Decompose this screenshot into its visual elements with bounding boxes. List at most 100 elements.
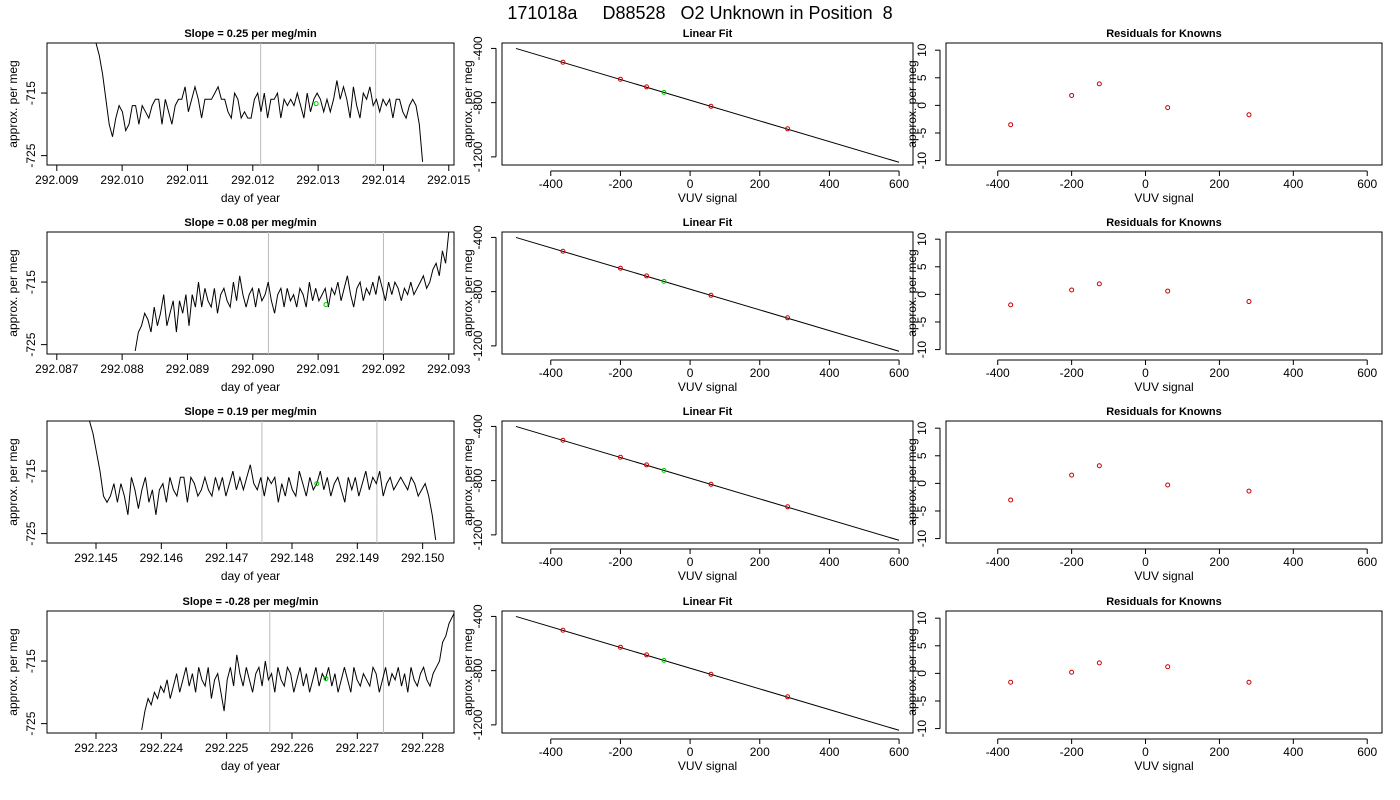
plot-frame	[501, 420, 914, 544]
y-tick-label: -715	[24, 81, 38, 105]
x-tick-label: 292.228	[401, 741, 445, 755]
x-tick-label: 292.225	[205, 741, 249, 755]
known-point	[617, 265, 623, 271]
unknown-point	[661, 657, 667, 663]
y-tick-label: 10	[915, 611, 929, 625]
plot-frame	[945, 42, 1383, 166]
y-tick-label: -10	[915, 152, 929, 170]
x-tick-label: 292.009	[35, 173, 79, 187]
y-tick-label: 0	[915, 291, 929, 298]
x-tick-label: 600	[889, 555, 909, 569]
x-tick-label: 292.090	[231, 362, 275, 376]
unknown-marker	[314, 481, 320, 487]
fit-line	[515, 615, 900, 731]
plot-area	[95, 43, 424, 165]
fit-line	[515, 47, 900, 163]
x-tick-label: 292.227	[336, 741, 380, 755]
y-axis-label: approx. per meg	[905, 628, 919, 715]
panel-title: Linear Fit	[683, 406, 733, 418]
x-tick-label: 600	[1357, 555, 1377, 569]
x-tick-label: -400	[539, 177, 563, 191]
known-point	[560, 437, 566, 443]
x-tick-label: 0	[687, 177, 694, 191]
x-tick-label: 292.148	[270, 551, 314, 565]
x-tick-label: -200	[1060, 745, 1084, 759]
x-tick-label: 292.145	[74, 551, 118, 565]
y-tick-label: -800	[471, 279, 485, 303]
x-tick-label: 292.092	[362, 362, 406, 376]
plot-area	[1008, 81, 1252, 128]
x-axis-label: day of year	[221, 569, 280, 583]
plot-area	[515, 425, 900, 541]
plot-frame	[945, 610, 1383, 734]
y-tick-label: -400	[471, 604, 485, 628]
x-axis-label: VUV signal	[1134, 380, 1193, 394]
panel-title: Residuals for Knowns	[1106, 217, 1222, 229]
y-tick-label: -1200	[471, 330, 485, 361]
y-tick-label: -10	[915, 341, 929, 359]
y-axis-label: approx. per meg	[6, 249, 20, 336]
y-tick-label: 5	[915, 452, 929, 459]
x-tick-label: 600	[1357, 366, 1377, 380]
x-tick-label: 0	[687, 555, 694, 569]
x-tick-label: 292.089	[166, 362, 210, 376]
panel-title: Linear Fit	[683, 596, 733, 608]
y-tick-label: -800	[471, 90, 485, 114]
x-tick-label: 200	[750, 177, 770, 191]
residual-point	[1165, 482, 1171, 488]
trace-line	[89, 421, 437, 540]
y-tick-label: 10	[915, 43, 929, 57]
residual-point	[1096, 660, 1102, 666]
fit-line	[515, 425, 900, 541]
residual-point	[1069, 472, 1075, 478]
x-tick-label: -400	[539, 745, 563, 759]
x-tick-label: 400	[819, 555, 839, 569]
x-axis-label: VUV signal	[1134, 569, 1193, 583]
plot-area	[515, 236, 900, 352]
known-point	[617, 454, 623, 460]
x-tick-label: 292.087	[35, 362, 79, 376]
x-tick-label: 400	[819, 745, 839, 759]
residual-point	[1096, 81, 1102, 87]
y-tick-label: 5	[915, 642, 929, 649]
plot-area	[515, 615, 900, 731]
y-axis-label: approx. per meg	[6, 60, 20, 147]
known-point	[644, 273, 650, 279]
x-axis-label: day of year	[221, 191, 280, 205]
y-axis-label: approx. per meg	[461, 249, 475, 336]
plot-area	[515, 47, 900, 163]
x-tick-label: -200	[1060, 366, 1084, 380]
panel-title: Slope = -0.28 per meg/min	[182, 596, 318, 608]
x-axis-label: VUV signal	[678, 191, 737, 205]
x-tick-label: 600	[1357, 745, 1377, 759]
plot-frame	[46, 610, 455, 734]
x-tick-label: 600	[889, 177, 909, 191]
x-tick-label: 200	[1209, 745, 1229, 759]
plot-frame	[501, 610, 914, 734]
x-tick-label: -400	[986, 745, 1010, 759]
x-tick-label: 400	[819, 177, 839, 191]
x-tick-label: 400	[1283, 745, 1303, 759]
x-tick-label: 600	[1357, 177, 1377, 191]
y-tick-label: -5	[915, 127, 929, 138]
unknown-marker	[313, 101, 319, 107]
residual-point	[1165, 105, 1171, 111]
x-tick-label: 600	[889, 366, 909, 380]
y-tick-label: 0	[915, 480, 929, 487]
y-axis-label: approx. per meg	[6, 438, 20, 525]
known-point	[708, 292, 714, 298]
y-tick-label: 10	[915, 421, 929, 435]
residual-point	[1008, 122, 1014, 128]
residual-point	[1246, 488, 1252, 494]
y-tick-label: 10	[915, 232, 929, 246]
y-tick-label: -715	[24, 459, 38, 483]
residual-point	[1096, 463, 1102, 469]
trace-line	[134, 232, 450, 351]
y-tick-label: -715	[24, 270, 38, 294]
y-tick-label: -1200	[471, 709, 485, 740]
plot-frame	[501, 42, 914, 166]
known-point	[644, 462, 650, 468]
